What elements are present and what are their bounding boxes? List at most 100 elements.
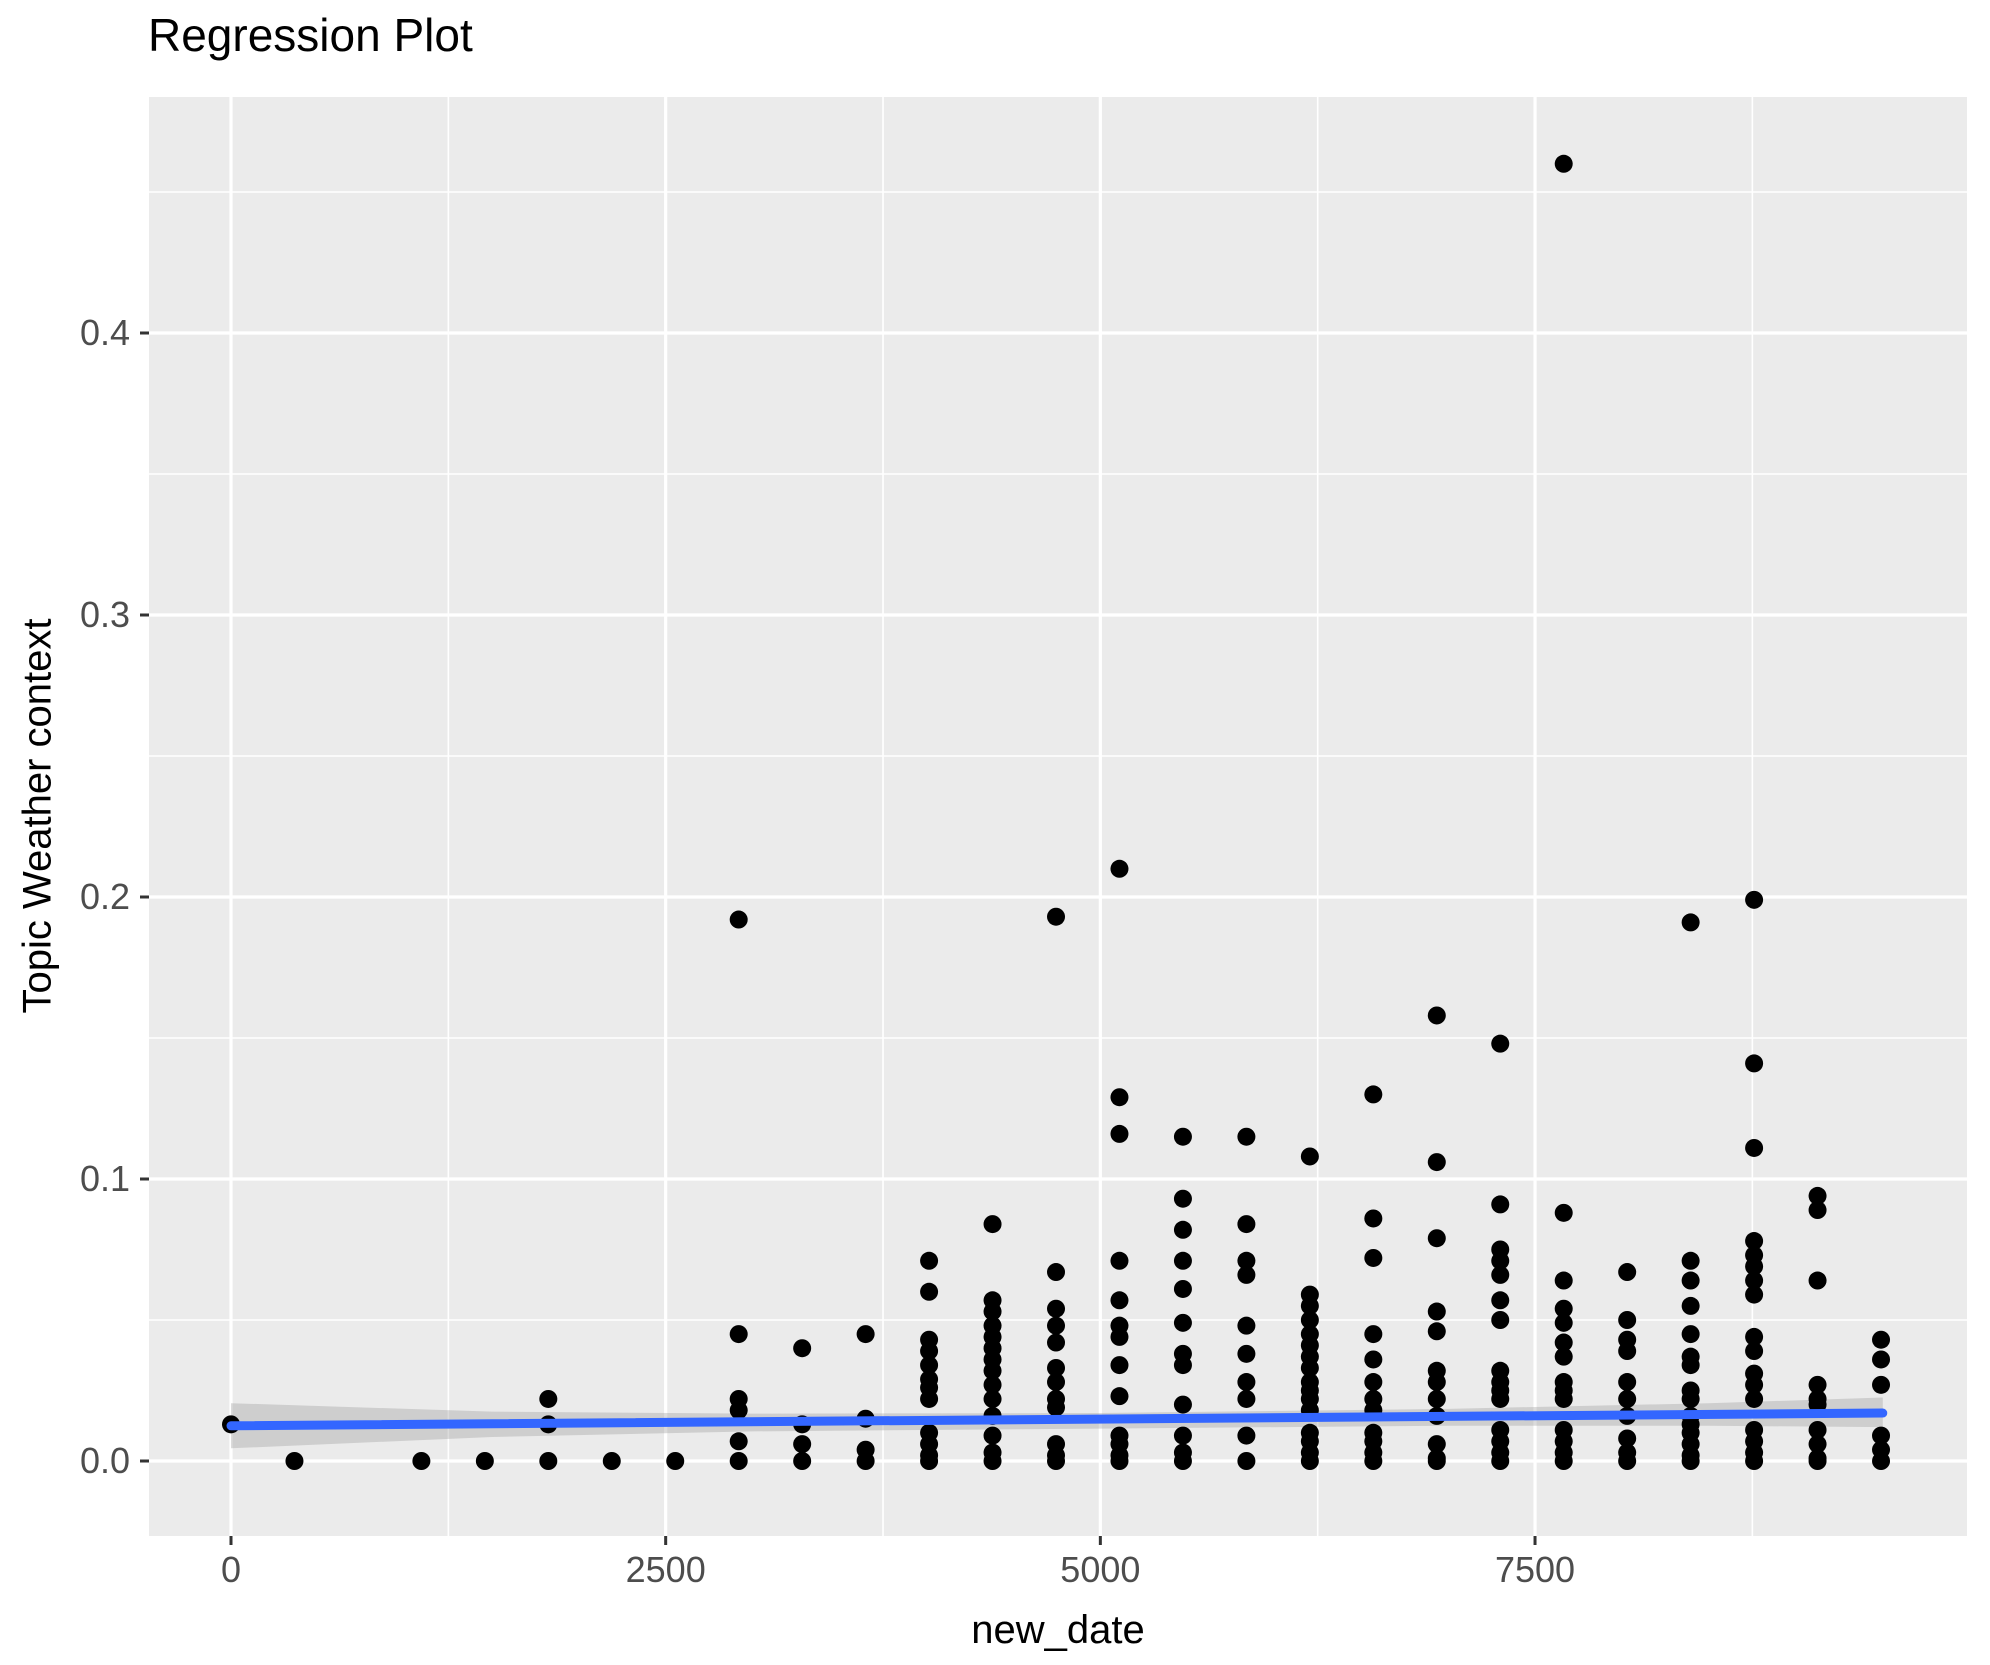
- data-point: [1745, 1138, 1764, 1157]
- data-point: [1808, 1452, 1827, 1470]
- data-point: [1047, 907, 1066, 926]
- data-point: [1554, 1271, 1573, 1290]
- data-point: [1554, 1333, 1573, 1352]
- data-point: [793, 1452, 812, 1470]
- data-point: [285, 1452, 304, 1470]
- data-point: [1618, 1373, 1637, 1392]
- data-point: [1554, 154, 1573, 173]
- data-point: [1047, 1299, 1066, 1318]
- data-point: [1872, 1426, 1891, 1445]
- data-point: [729, 1401, 748, 1420]
- data-point: [1745, 1342, 1764, 1361]
- data-point: [1110, 1387, 1129, 1406]
- x-tick-label: 7500: [1494, 1549, 1576, 1590]
- data-point: [983, 1361, 1002, 1380]
- data-point: [1681, 1251, 1700, 1270]
- data-point: [1745, 1327, 1764, 1346]
- data-point: [1110, 1251, 1129, 1270]
- data-point: [1681, 1296, 1700, 1315]
- data-point: [1300, 1311, 1319, 1329]
- data-point: [1427, 1452, 1446, 1470]
- data-point: [1808, 1201, 1827, 1220]
- data-point: [1173, 1127, 1192, 1146]
- data-point: [920, 1389, 939, 1408]
- data-point: [1808, 1271, 1827, 1290]
- data-point: [1364, 1350, 1383, 1369]
- data-point: [1237, 1426, 1256, 1445]
- data-point: [1427, 1389, 1446, 1408]
- data-point: [1047, 1263, 1066, 1282]
- data-point: [1491, 1291, 1510, 1310]
- data-point: [1554, 1452, 1573, 1470]
- y-tick-label: 0.1: [79, 1158, 130, 1199]
- data-point: [1300, 1147, 1319, 1166]
- data-point: [1173, 1279, 1192, 1298]
- data-point: [1618, 1342, 1637, 1361]
- data-point: [1554, 1347, 1573, 1366]
- data-point: [1427, 1435, 1446, 1454]
- data-point: [1110, 1452, 1129, 1470]
- data-point: [1872, 1375, 1891, 1394]
- data-point: [1173, 1313, 1192, 1332]
- data-point: [1554, 1203, 1573, 1222]
- data-point: [1491, 1389, 1510, 1408]
- data-point: [1491, 1311, 1510, 1329]
- data-point: [1047, 1398, 1066, 1417]
- data-point: [1872, 1330, 1891, 1349]
- data-point: [1110, 859, 1129, 878]
- data-point: [1047, 1358, 1066, 1377]
- data-point: [1110, 1088, 1129, 1107]
- data-point: [1427, 1229, 1446, 1248]
- data-point: [1491, 1195, 1510, 1214]
- data-point: [729, 1325, 748, 1344]
- data-point: [1364, 1085, 1383, 1104]
- data-point: [1618, 1311, 1637, 1329]
- data-point: [1745, 1285, 1764, 1304]
- data-point: [983, 1302, 1002, 1321]
- data-point: [1237, 1344, 1256, 1363]
- data-point: [856, 1452, 875, 1470]
- data-point: [920, 1251, 939, 1270]
- data-point: [793, 1339, 812, 1358]
- data-point: [1745, 1257, 1764, 1276]
- x-tick-label: 5000: [1060, 1549, 1141, 1590]
- data-point: [1491, 1251, 1510, 1270]
- data-point: [1047, 1333, 1066, 1352]
- data-point: [1364, 1209, 1383, 1228]
- chart-title: Regression Plot: [148, 9, 473, 61]
- data-point: [1300, 1296, 1319, 1315]
- data-point: [539, 1389, 558, 1408]
- data-point: [1047, 1316, 1066, 1335]
- data-point: [983, 1375, 1002, 1394]
- data-point: [1681, 1271, 1700, 1290]
- data-point: [1745, 1389, 1764, 1408]
- data-point: [1427, 1373, 1446, 1392]
- data-point: [1364, 1325, 1383, 1344]
- data-point: [1681, 1356, 1700, 1375]
- data-point: [1173, 1356, 1192, 1375]
- data-point: [1681, 1389, 1700, 1408]
- data-point: [1237, 1389, 1256, 1408]
- data-point: [729, 910, 748, 929]
- data-point: [1173, 1189, 1192, 1208]
- data-point: [920, 1282, 939, 1301]
- data-point: [1681, 1325, 1700, 1344]
- data-point: [1681, 1452, 1700, 1470]
- data-point: [1237, 1452, 1256, 1470]
- x-tick-label: 2500: [625, 1549, 706, 1590]
- data-point: [1745, 1232, 1764, 1251]
- data-point: [1681, 913, 1700, 932]
- data-point: [1554, 1313, 1573, 1332]
- data-point: [1237, 1316, 1256, 1335]
- data-point: [602, 1452, 621, 1470]
- data-point: [1237, 1265, 1256, 1284]
- data-point: [920, 1452, 939, 1470]
- data-point: [1237, 1251, 1256, 1270]
- plot-panel: [149, 97, 1967, 1536]
- data-point: [1173, 1395, 1192, 1414]
- data-point: [1745, 1452, 1764, 1470]
- y-tick-label: 0.2: [79, 876, 130, 917]
- data-point: [1427, 1153, 1446, 1172]
- data-point: [856, 1325, 875, 1344]
